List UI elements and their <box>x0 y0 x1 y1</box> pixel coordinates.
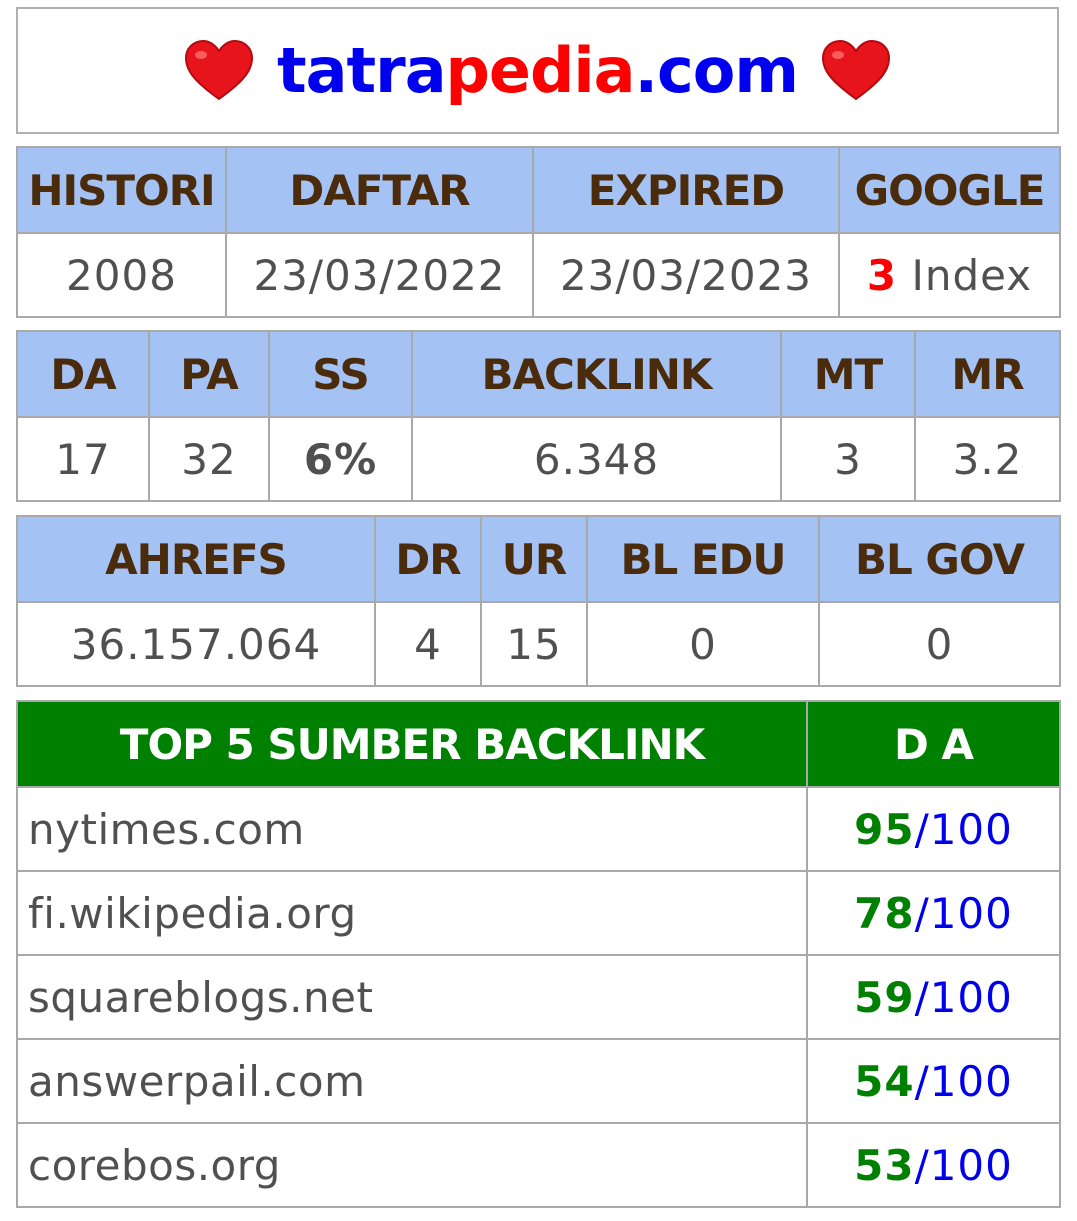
header-da: DA <box>16 330 150 418</box>
backlink-site[interactable]: corebos.org <box>16 1122 808 1208</box>
table-row: answerpail.com 54/100 <box>16 1038 1061 1124</box>
table-row: fi.wikipedia.org 78/100 <box>16 870 1061 956</box>
header-mt: MT <box>780 330 916 418</box>
histori-value: 2008 <box>16 232 227 318</box>
heart-icon <box>821 39 890 100</box>
mt-value: 3 <box>780 416 916 502</box>
site-title: tatrapedia.com <box>183 34 892 107</box>
pa-value: 32 <box>148 416 270 502</box>
da-max: /100 <box>914 1056 1013 1106</box>
backlink-da: 95/100 <box>806 786 1061 872</box>
backlink-da: 78/100 <box>806 870 1061 956</box>
header-google: GOOGLE <box>838 146 1061 234</box>
site-domain[interactable]: tatrapedia.com <box>277 34 799 107</box>
header-dr: DR <box>374 515 482 603</box>
da-score: 78 <box>854 888 915 938</box>
header-pa: PA <box>148 330 270 418</box>
domain-info-table: HISTORI DAFTAR EXPIRED GOOGLE 2008 23/03… <box>16 146 1061 318</box>
moz-metrics-table: DA PA SS BACKLINK MT MR 17 32 6% 6.348 3… <box>16 330 1061 502</box>
table-row: squareblogs.net 59/100 <box>16 954 1061 1040</box>
mr-value: 3.2 <box>914 416 1061 502</box>
header-ahrefs: AHREFS <box>16 515 376 603</box>
google-value: 3 Index <box>838 232 1061 318</box>
domain-part-1: tatra <box>277 34 447 107</box>
da-score: 53 <box>854 1140 915 1190</box>
da-max: /100 <box>914 972 1013 1022</box>
top-backlinks-table: TOP 5 SUMBER BACKLINK D A nytimes.com 95… <box>16 700 1061 1208</box>
daftar-value: 23/03/2022 <box>225 232 534 318</box>
google-index-count: 3 <box>866 250 898 300</box>
ahrefs-value: 36.157.064 <box>16 601 376 687</box>
header-daftar: DAFTAR <box>225 146 534 234</box>
header-histori: HISTORI <box>16 146 227 234</box>
title-banner: tatrapedia.com <box>16 7 1059 134</box>
backlink-value: 6.348 <box>411 416 782 502</box>
backlink-site[interactable]: squareblogs.net <box>16 954 808 1040</box>
da-max: /100 <box>914 804 1013 854</box>
header-bl-gov: BL GOV <box>818 515 1061 603</box>
backlink-da: 54/100 <box>806 1038 1061 1124</box>
bl-edu-value: 0 <box>586 601 820 687</box>
da-score: 95 <box>854 804 915 854</box>
backlink-da: 53/100 <box>806 1122 1061 1208</box>
da-score: 54 <box>854 1056 915 1106</box>
backlink-da: 59/100 <box>806 954 1061 1040</box>
header-ss: SS <box>268 330 413 418</box>
header-top-sources: TOP 5 SUMBER BACKLINK <box>16 700 808 788</box>
header-expired: EXPIRED <box>532 146 840 234</box>
header-da-score: D A <box>806 700 1061 788</box>
table-row: nytimes.com 95/100 <box>16 786 1061 872</box>
da-max: /100 <box>914 1140 1013 1190</box>
header-backlink: BACKLINK <box>411 330 782 418</box>
da-max: /100 <box>914 888 1013 938</box>
domain-part-2: pedia <box>445 34 636 107</box>
ahrefs-metrics-table: AHREFS DR UR BL EDU BL GOV 36.157.064 4 … <box>16 515 1061 687</box>
table-row: corebos.org 53/100 <box>16 1122 1061 1208</box>
google-index-label: Index <box>911 250 1033 300</box>
da-value: 17 <box>16 416 150 502</box>
backlink-site[interactable]: fi.wikipedia.org <box>16 870 808 956</box>
backlink-site[interactable]: answerpail.com <box>16 1038 808 1124</box>
backlink-site[interactable]: nytimes.com <box>16 786 808 872</box>
header-ur: UR <box>480 515 588 603</box>
bl-gov-value: 0 <box>818 601 1061 687</box>
da-score: 59 <box>854 972 915 1022</box>
domain-part-3: .com <box>634 34 799 107</box>
ur-value: 15 <box>480 601 588 687</box>
ss-value: 6% <box>268 416 413 502</box>
heart-icon <box>185 39 254 100</box>
expired-value: 23/03/2023 <box>532 232 840 318</box>
header-mr: MR <box>914 330 1061 418</box>
dr-value: 4 <box>374 601 482 687</box>
header-bl-edu: BL EDU <box>586 515 820 603</box>
